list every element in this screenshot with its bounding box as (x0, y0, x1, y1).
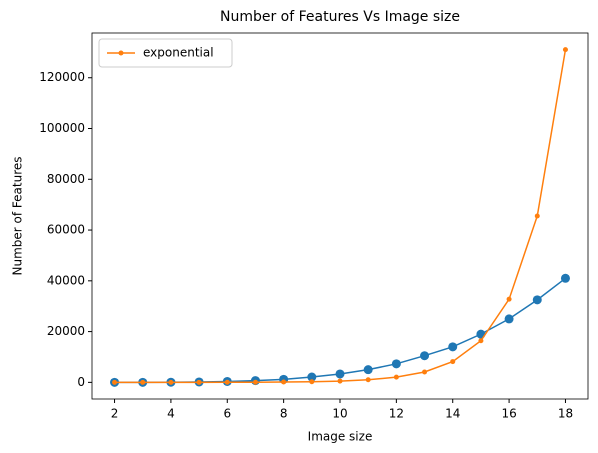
data-point (560, 273, 570, 283)
x-tick-label: 10 (332, 407, 347, 421)
data-point (335, 369, 345, 379)
data-point (196, 379, 202, 385)
data-point (448, 342, 458, 352)
data-point (420, 351, 430, 361)
data-point (504, 314, 514, 324)
data-point (112, 379, 118, 385)
data-point (506, 296, 512, 302)
x-tick-label: 4 (167, 407, 175, 421)
x-tick-label: 16 (501, 407, 516, 421)
x-tick-label: 12 (389, 407, 404, 421)
y-tick-label: 40000 (47, 273, 85, 287)
x-tick-label: 8 (280, 407, 288, 421)
legend-box (98, 38, 233, 68)
y-tick-label: 80000 (47, 172, 85, 186)
series-line (114, 277, 566, 384)
data-point (391, 359, 401, 369)
data-point (365, 377, 371, 383)
x-tick-label: 2 (111, 407, 119, 421)
data-point (307, 372, 317, 382)
data-point (532, 295, 542, 305)
y-tick-label: 60000 (47, 223, 85, 237)
x-tick-label: 6 (223, 407, 231, 421)
x-tick-label: 18 (558, 407, 573, 421)
data-point (140, 379, 146, 385)
y-tick-label: 100000 (39, 121, 85, 135)
legend-marker (118, 50, 124, 56)
data-point (281, 379, 287, 385)
chart-title: Number of Features Vs Image size (220, 9, 460, 25)
series-line (114, 49, 567, 384)
data-point (393, 374, 399, 380)
y-tick-label: 20000 (47, 324, 85, 338)
data-point (450, 359, 456, 365)
data-point (252, 379, 258, 385)
y-tick-label: 120000 (39, 70, 85, 84)
plot-frame (91, 32, 589, 400)
data-point (562, 47, 568, 53)
legend-label: exponential (143, 46, 214, 60)
data-point (422, 369, 428, 375)
x-tick-label: 14 (445, 407, 460, 421)
data-point (309, 379, 315, 385)
data-point (478, 338, 484, 344)
data-point (337, 378, 343, 384)
data-point (534, 213, 540, 219)
y-axis-label: Number of Features (11, 157, 25, 276)
y-tick-label: 0 (77, 375, 85, 389)
data-point (224, 379, 230, 385)
data-point (168, 379, 174, 385)
data-point (363, 365, 373, 375)
x-axis-label: Image size (308, 430, 373, 444)
